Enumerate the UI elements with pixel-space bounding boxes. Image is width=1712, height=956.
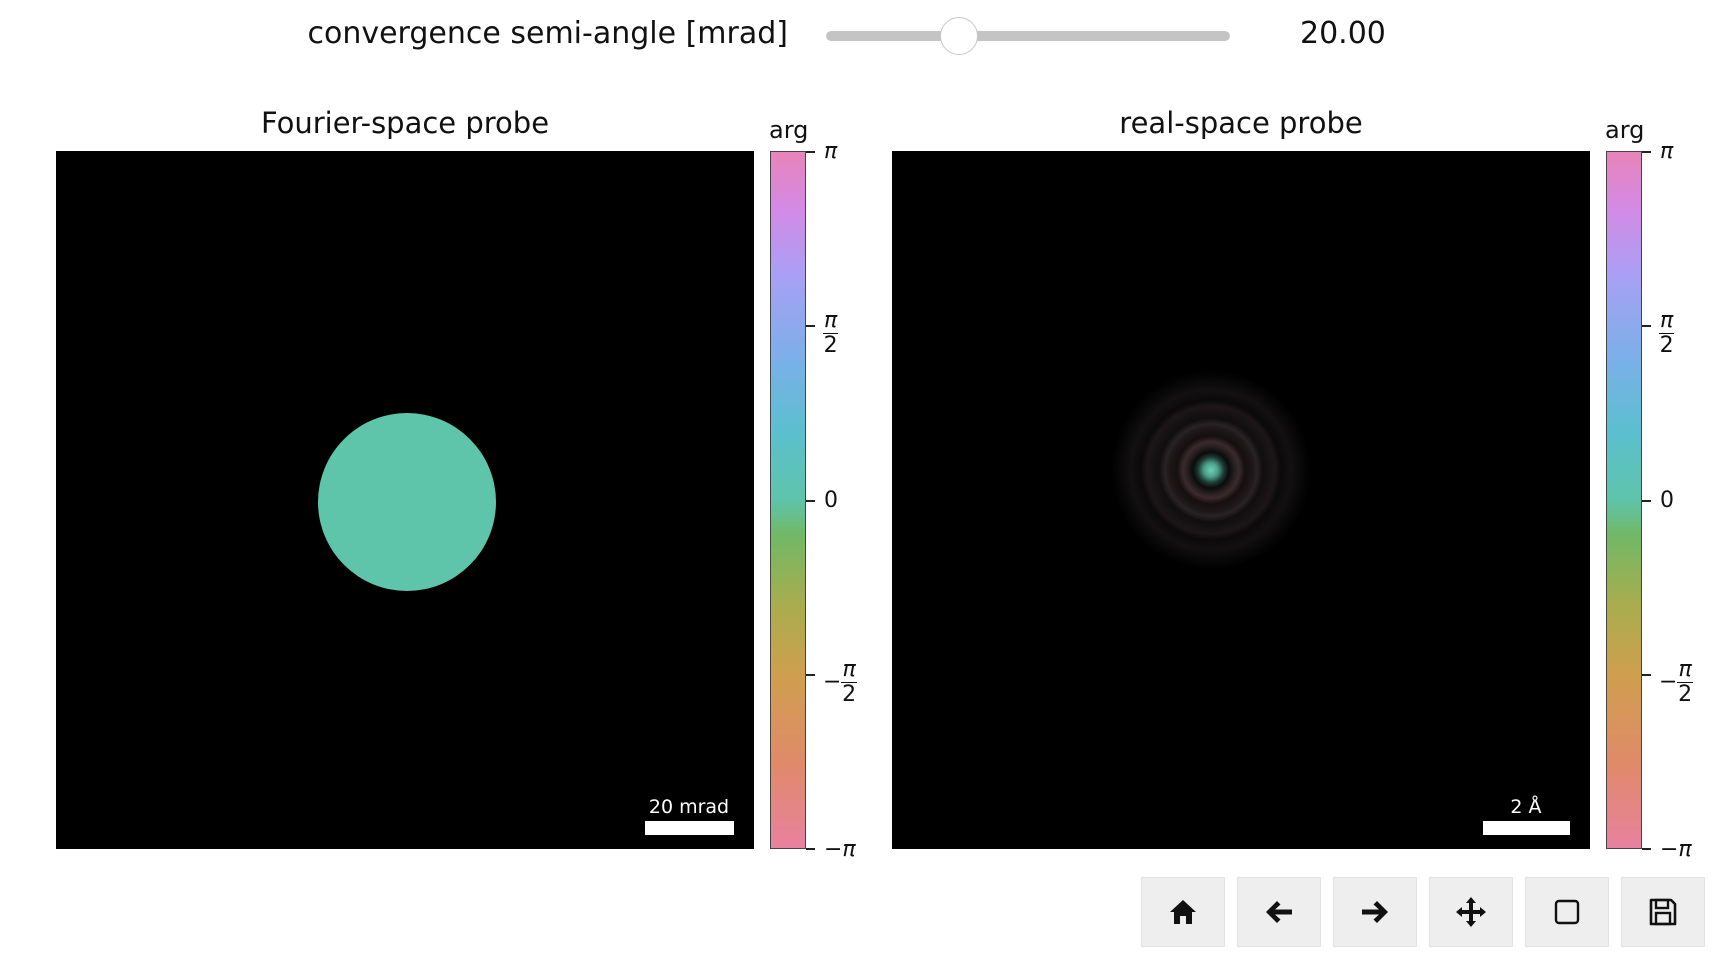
convergence-slider-thumb[interactable] bbox=[940, 17, 979, 55]
right-tick-label-pi: π bbox=[1660, 139, 1674, 164]
save-icon bbox=[1649, 898, 1677, 926]
fourier-probe-image[interactable]: 20 mrad bbox=[56, 151, 754, 849]
real-scalebar bbox=[1483, 821, 1570, 835]
zoom-rect-icon bbox=[1554, 899, 1580, 925]
right-tick-label-zero: 0 bbox=[1660, 488, 1674, 513]
right-colorbar bbox=[1606, 151, 1642, 849]
left-tick-label-neg-pi: −π bbox=[824, 837, 856, 862]
arrow-right-icon bbox=[1362, 901, 1388, 923]
left-tick-zero bbox=[806, 500, 815, 502]
left-tick-half bbox=[806, 325, 815, 327]
real-scalebar-label: 2 Å bbox=[1510, 796, 1542, 818]
fourier-scalebar bbox=[645, 821, 734, 835]
back-button[interactable] bbox=[1237, 877, 1321, 947]
airy-pattern bbox=[1091, 350, 1331, 590]
left-tick-neg-half bbox=[806, 674, 815, 676]
fourier-scalebar-label: 20 mrad bbox=[648, 796, 730, 818]
convergence-slider-track[interactable] bbox=[826, 31, 1230, 41]
right-tick-bottom bbox=[1642, 848, 1651, 850]
right-tick-label-neg-pi: −π bbox=[1660, 837, 1692, 862]
pan-button[interactable] bbox=[1429, 877, 1513, 947]
home-icon bbox=[1170, 900, 1196, 924]
right-tick-top bbox=[1642, 151, 1651, 153]
left-tick-label-pi: π bbox=[824, 139, 838, 164]
home-button[interactable] bbox=[1141, 877, 1225, 947]
fourier-probe-title: Fourier-space probe bbox=[260, 106, 550, 140]
slider-row: convergence semi-angle [mrad] 20.00 bbox=[0, 0, 1712, 80]
right-tick-zero bbox=[1642, 500, 1651, 502]
right-colorbar-title: arg bbox=[1605, 116, 1645, 144]
right-tick-label-neg-half: − π 2 bbox=[1659, 657, 1693, 707]
save-button[interactable] bbox=[1621, 877, 1705, 947]
real-probe-image[interactable]: 2 Å bbox=[892, 151, 1590, 849]
left-colorbar-title: arg bbox=[769, 116, 809, 144]
right-tick-neg-half bbox=[1642, 674, 1651, 676]
arrow-left-icon bbox=[1266, 901, 1292, 923]
left-tick-bottom bbox=[806, 848, 815, 850]
left-tick-top bbox=[806, 151, 815, 153]
slider-label: convergence semi-angle [mrad] bbox=[307, 16, 788, 51]
fourier-aperture-disc bbox=[318, 413, 496, 591]
left-tick-label-neg-half: − π 2 bbox=[823, 657, 857, 707]
left-colorbar bbox=[770, 151, 806, 849]
slider-value: 20.00 bbox=[1300, 16, 1386, 51]
right-tick-half bbox=[1642, 325, 1651, 327]
move-icon bbox=[1456, 897, 1486, 927]
forward-button[interactable] bbox=[1333, 877, 1417, 947]
left-tick-label-zero: 0 bbox=[824, 488, 838, 513]
zoom-button[interactable] bbox=[1525, 877, 1609, 947]
real-probe-title: real-space probe bbox=[1119, 106, 1363, 140]
